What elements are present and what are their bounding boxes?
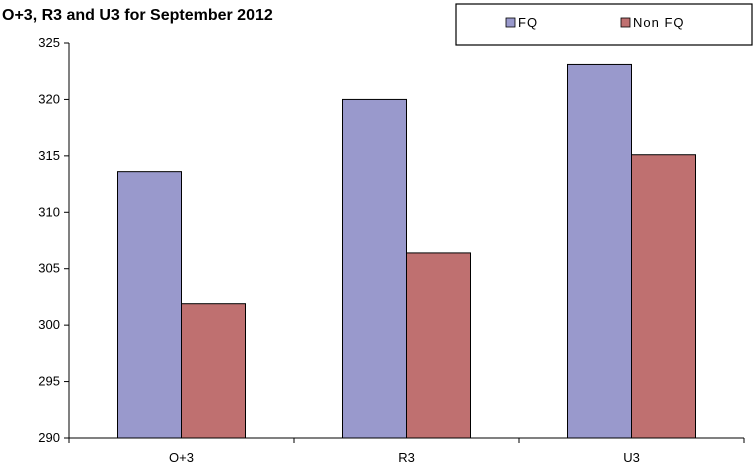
bar-fq-u3 xyxy=(567,63,632,439)
bars xyxy=(117,63,696,439)
bar-non-fq-o3 xyxy=(181,303,246,439)
legend-box xyxy=(455,3,753,46)
legend: FQ Non FQ xyxy=(455,3,753,46)
bar-non-fq-r3 xyxy=(406,252,471,439)
y-tick-label: 325 xyxy=(38,35,60,50)
y-tick-label: 320 xyxy=(38,91,60,106)
bar-fq-r3 xyxy=(342,98,407,439)
y-tick-label: 295 xyxy=(38,374,60,389)
legend-swatch-fq xyxy=(505,17,516,28)
y-tick-label: 310 xyxy=(38,204,60,219)
x-tick-label: U3 xyxy=(623,450,640,465)
legend-label-fq: FQ xyxy=(518,15,538,30)
plot-area: 290 295 300 305 310 315 320 325 O+3 R3 U3 xyxy=(38,35,745,465)
y-tick-label: 290 xyxy=(38,430,60,445)
x-tick-label: O+3 xyxy=(169,450,194,465)
chart-title: O+3, R3 and U3 for September 2012 xyxy=(2,7,273,24)
x-axis-ticks: O+3 R3 U3 xyxy=(68,438,745,465)
legend-swatch-non-fq xyxy=(620,17,631,28)
x-tick-label: R3 xyxy=(398,450,415,465)
bar-fq-o3 xyxy=(117,171,182,439)
y-tick-label: 305 xyxy=(38,261,60,276)
y-tick-label: 300 xyxy=(38,317,60,332)
y-tick-label: 315 xyxy=(38,148,60,163)
bar-non-fq-u3 xyxy=(631,154,696,439)
y-axis-ticks: 290 295 300 305 310 315 320 325 xyxy=(38,35,69,445)
legend-label-non-fq: Non FQ xyxy=(633,15,685,30)
